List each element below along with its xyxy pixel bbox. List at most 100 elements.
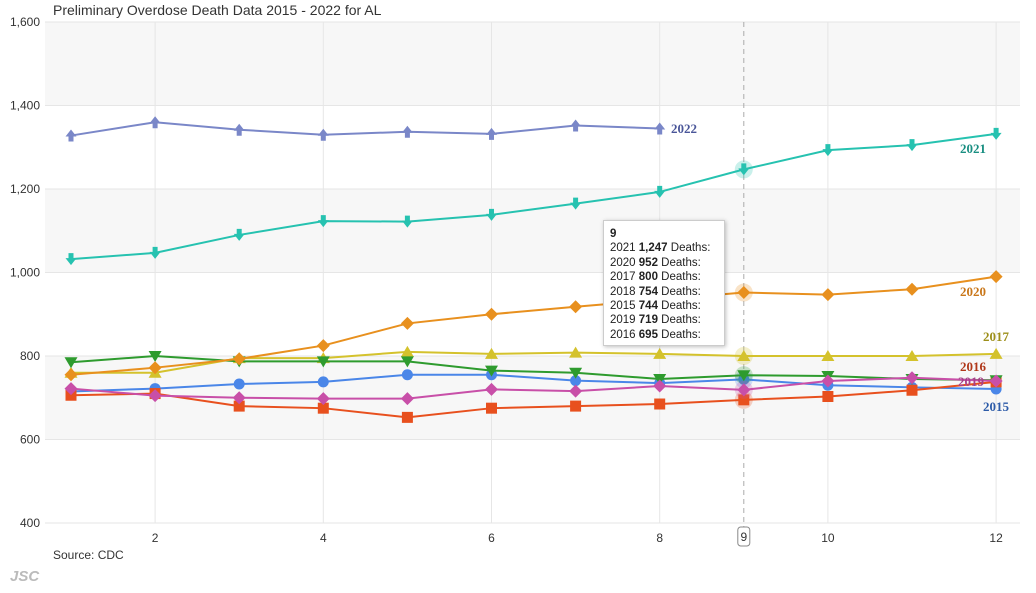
tooltip-rows: 2021 1,247 Deaths: 2020 952 Deaths: 2017 8… [610, 241, 724, 342]
tooltip-row: 2019 719 Deaths: [610, 314, 701, 327]
data-point [486, 402, 497, 414]
series-line-2015 [70, 373, 997, 393]
tooltip-row: 2018 754 Deaths: [610, 285, 701, 298]
crosshair-layer: 9 [737, 22, 751, 547]
tooltip-row: 2020 952 Deaths: [610, 256, 701, 269]
tooltip-row: 2021 1,247 Deaths: [610, 242, 711, 255]
data-point [148, 351, 162, 362]
data-point [233, 228, 245, 241]
x-tick-label: 12 [989, 531, 1003, 545]
data-point [485, 382, 498, 396]
series-labels: 2015 2016 2017 2019 2020 2021 2022 [671, 121, 1010, 414]
data-point [485, 307, 498, 321]
data-point [64, 382, 78, 396]
data-point [233, 378, 245, 390]
data-point [148, 389, 162, 403]
data-point [821, 374, 835, 388]
data-point [485, 365, 498, 377]
tooltip-row: 2015 744 Deaths: [610, 300, 701, 313]
data-point [65, 129, 77, 142]
tooltip-row: 2016 695 Deaths: [610, 328, 701, 341]
data-point [65, 253, 77, 266]
data-point [569, 346, 583, 358]
series-line-2016 [70, 380, 997, 419]
data-point [989, 270, 1003, 284]
series-2020 [64, 270, 1003, 382]
data-point [317, 402, 329, 414]
grid-band [45, 22, 1020, 106]
tooltip-header: 9 [610, 228, 617, 240]
data-point [570, 375, 582, 387]
series-label-2015: 2015 [983, 399, 1010, 414]
data-point [232, 352, 246, 366]
series-line-2019 [70, 376, 997, 400]
data-point [317, 376, 329, 388]
crosshair-x-label: 9 [740, 530, 747, 544]
y-tick-label: 1,000 [10, 266, 40, 280]
data-point [737, 350, 751, 361]
data-point [737, 383, 751, 397]
data-point [821, 350, 835, 361]
data-point [401, 215, 413, 228]
crosshair-x-badge [737, 526, 751, 547]
data-point [316, 339, 330, 353]
data-point [64, 368, 78, 382]
axis-labels: 400 600 800 1,000 1,200 1,400 1,600 2 4 6 8 10 12 [10, 15, 1003, 545]
data-point [64, 357, 78, 369]
data-point [570, 400, 582, 412]
data-point [654, 185, 666, 198]
data-point [148, 361, 162, 375]
data-point [737, 286, 751, 300]
data-point [653, 347, 667, 359]
data-point [653, 379, 667, 393]
series-2021 [65, 127, 1002, 266]
grid-layer [45, 21, 1020, 524]
jsc-logo: JSC [10, 568, 40, 585]
data-point [401, 369, 413, 381]
data-point [232, 391, 246, 405]
data-point [486, 208, 497, 221]
data-point [906, 139, 918, 152]
data-point [149, 116, 161, 129]
series-label-2019: 2019 [958, 374, 985, 389]
data-point [822, 144, 834, 157]
data-point [316, 392, 330, 406]
data-point [905, 350, 919, 361]
grid-band [45, 189, 1020, 273]
series-line-2021 [70, 132, 997, 261]
series-line-2022 [70, 121, 660, 137]
data-point [738, 163, 750, 176]
grid-band [45, 356, 1020, 440]
hover-tooltip: 9 2021 1,247 Deaths: 2020 952 Deaths: 2017… [603, 220, 725, 346]
data-point [316, 356, 330, 368]
x-tick-label: 2 [152, 531, 159, 545]
y-tick-label: 1,600 [10, 15, 40, 29]
data-point [401, 411, 413, 423]
data-point [989, 347, 1003, 359]
data-point [906, 384, 918, 396]
data-point [738, 394, 750, 406]
data-point [653, 373, 667, 385]
series-label-2022: 2022 [671, 121, 697, 136]
series-label-2017: 2017 [983, 329, 1010, 344]
data-point [317, 215, 329, 228]
data-point [821, 288, 835, 302]
x-tick-label: 10 [821, 531, 835, 545]
data-point [233, 123, 245, 136]
data-point [654, 398, 666, 410]
series-layer [64, 116, 1003, 423]
tooltip-row: 2017 800 Deaths: [610, 271, 701, 284]
data-point [989, 374, 1003, 388]
data-point [990, 127, 1002, 140]
series-label-2016: 2016 [960, 359, 987, 374]
y-tick-label: 1,200 [10, 182, 40, 196]
data-point [65, 389, 77, 401]
y-tick-label: 800 [20, 349, 40, 363]
data-point [485, 347, 498, 359]
data-point [400, 392, 414, 406]
data-point [400, 356, 414, 368]
data-point [317, 128, 329, 141]
x-tick-label: 8 [656, 531, 663, 545]
data-point [822, 390, 834, 402]
